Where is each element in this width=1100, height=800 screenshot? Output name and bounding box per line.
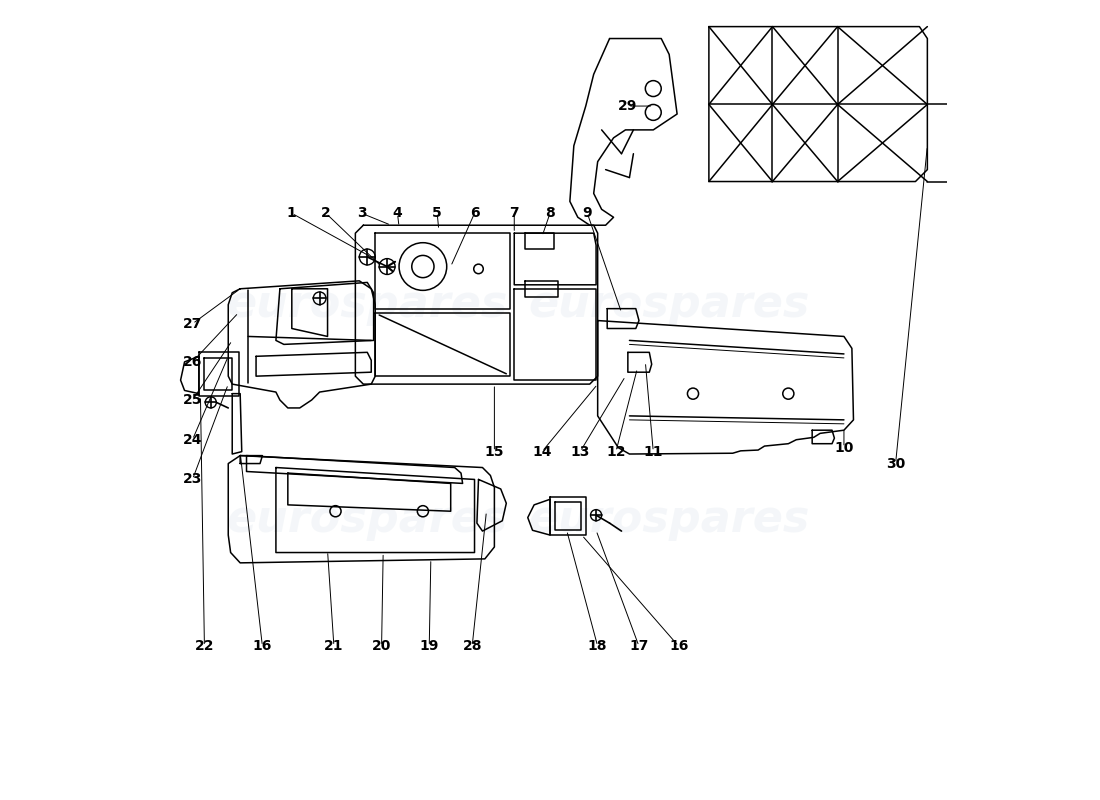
Text: 16: 16 xyxy=(253,639,272,654)
Text: 1: 1 xyxy=(287,206,297,220)
Text: 9: 9 xyxy=(583,206,592,220)
Text: 17: 17 xyxy=(629,639,649,654)
Text: eurospares: eurospares xyxy=(227,498,508,541)
Text: 2: 2 xyxy=(321,206,331,220)
Text: 15: 15 xyxy=(485,445,504,458)
Text: 5: 5 xyxy=(432,206,442,220)
Text: 11: 11 xyxy=(644,445,663,458)
Text: 18: 18 xyxy=(587,639,607,654)
Text: 23: 23 xyxy=(183,473,202,486)
Text: 16: 16 xyxy=(669,639,689,654)
Text: 3: 3 xyxy=(356,206,366,220)
Text: 28: 28 xyxy=(462,639,482,654)
Text: 22: 22 xyxy=(195,639,214,654)
Text: 13: 13 xyxy=(571,445,590,458)
Text: eurospares: eurospares xyxy=(528,498,810,541)
Text: 4: 4 xyxy=(393,206,403,220)
Text: 10: 10 xyxy=(834,441,854,454)
Text: 30: 30 xyxy=(886,457,905,470)
Text: 27: 27 xyxy=(183,317,202,330)
Text: 14: 14 xyxy=(532,445,552,458)
Text: 8: 8 xyxy=(546,206,554,220)
Text: 6: 6 xyxy=(470,206,480,220)
Text: 12: 12 xyxy=(606,445,626,458)
Text: 29: 29 xyxy=(618,99,638,113)
Text: 21: 21 xyxy=(324,639,343,654)
Text: eurospares: eurospares xyxy=(528,283,810,326)
Text: 7: 7 xyxy=(509,206,519,220)
Text: 25: 25 xyxy=(183,393,202,407)
Text: eurospares: eurospares xyxy=(227,283,508,326)
Text: 24: 24 xyxy=(183,433,202,446)
Text: 26: 26 xyxy=(183,355,202,369)
Text: 19: 19 xyxy=(419,639,439,654)
Text: 20: 20 xyxy=(372,639,392,654)
